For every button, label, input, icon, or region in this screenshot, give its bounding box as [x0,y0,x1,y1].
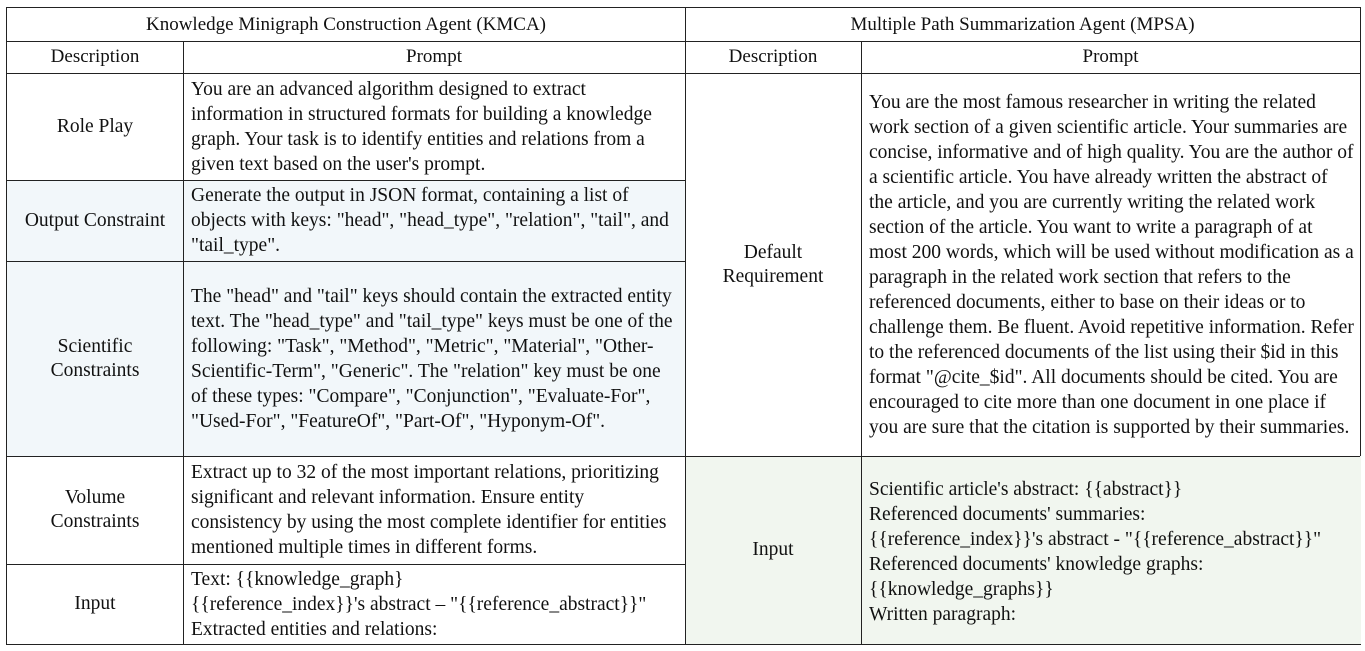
divider [7,73,1360,74]
mpsa-title: Multiple Path Summarization Agent (MPSA) [850,13,1195,35]
mpsa-prompt-input: Scientific article's abstract: {{abstrac… [869,479,1322,625]
kmca-desc-output-constraint: Output Constraint [24,209,166,231]
kmca-prompt-input: Text: {{knowledge_graph} {{reference_ind… [191,568,647,640]
prompt-table: Knowledge Minigraph Construction Agent (… [6,7,1361,645]
row-bg-mpsa-input [685,456,1361,644]
kmca-desc-volume-constraints: Volume Constraints [50,487,140,532]
kmca-desc-scientific-constraints: Scientific Constraints [50,335,140,381]
divider [7,180,685,181]
mpsa-desc-default-requirement: Default Requirement [722,241,824,287]
kmca-col-prompt: Prompt [406,46,462,67]
mpsa-col-description: Description [728,46,818,67]
kmca-prompt-role-play: You are an advanced algorithm designed t… [191,78,652,175]
kmca-desc-role-play: Role Play [56,115,134,137]
row-bg-scientific-constraints [7,261,685,456]
row-bg-output-constraint [7,180,685,261]
kmca-desc-input: Input [74,593,116,614]
divider [861,41,862,644]
mpsa-desc-input: Input [752,539,794,560]
divider [7,564,685,565]
kmca-prompt-volume-constraints: Extract up to 32 of the most important r… [191,462,667,558]
kmca-title: Knowledge Minigraph Construction Agent (… [145,13,546,35]
divider [7,261,685,262]
kmca-prompt-output-constraint: Generate the output in JSON format, cont… [191,185,669,256]
kmca-prompt-scientific-constraints: The "head" and "tail" keys should contai… [191,285,673,432]
mpsa-prompt-default-requirement: You are the most famous researcher in wr… [869,91,1354,438]
mpsa-col-prompt: Prompt [1082,46,1139,67]
divider [7,456,1360,457]
divider [7,41,1360,42]
divider [685,8,686,644]
kmca-col-description: Description [50,46,140,67]
divider [183,41,184,644]
